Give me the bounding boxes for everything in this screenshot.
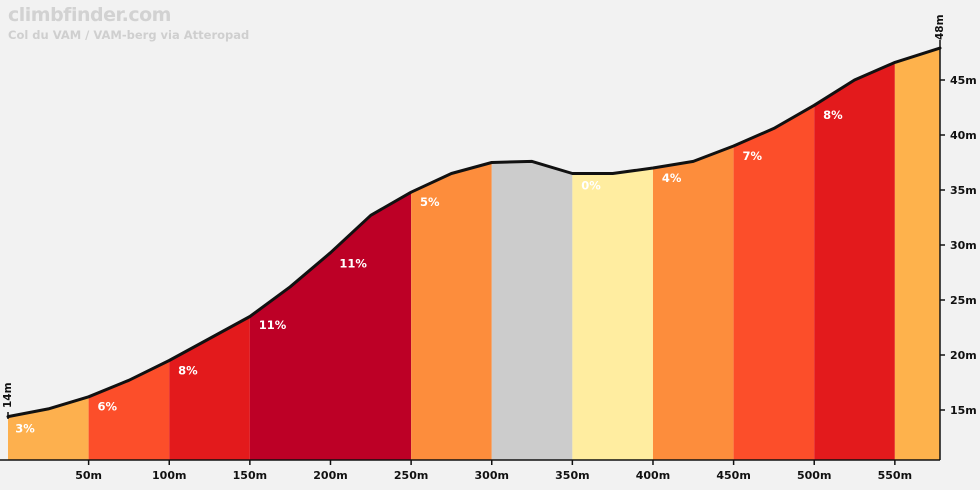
gradient-label: 3%: [15, 422, 35, 436]
x-tick-label: 350m: [555, 469, 589, 482]
end-elevation-label: 48m: [934, 14, 946, 40]
x-tick-label: 400m: [636, 469, 670, 482]
gradient-label: 11%: [339, 257, 367, 271]
x-tick-label: 150m: [233, 469, 267, 482]
gradient-segment-5: [411, 48, 492, 460]
x-tick-label: 200m: [313, 469, 347, 482]
x-tick-label: 550m: [878, 469, 912, 482]
y-tick-label: 15m: [950, 404, 977, 417]
y-tick-label: 25m: [950, 294, 977, 307]
gradient-label: 8%: [178, 363, 198, 377]
gradient-label: 5%: [420, 195, 440, 209]
gradient-label: 11%: [259, 318, 287, 332]
x-tick-label: 100m: [152, 469, 186, 482]
gradient-label: 4%: [662, 171, 682, 185]
gradient-label: 8%: [823, 108, 843, 122]
elevation-line: [6, 46, 942, 419]
gradient-segment-11: [894, 48, 940, 460]
x-tick-label: 450m: [716, 469, 750, 482]
y-tick-label: 40m: [950, 129, 977, 142]
gradient-segment-6: [491, 48, 573, 460]
gradient-segment-4: [249, 48, 412, 460]
chart-subtitle: Col du VAM / VAM-berg via Atteropad: [8, 28, 250, 42]
site-logo-text: climbfinder.com: [8, 4, 171, 26]
x-tick-label: 300m: [475, 469, 509, 482]
gradient-label: 7%: [742, 149, 762, 163]
gradient-segment-1: [8, 48, 89, 460]
gradient-label: 6%: [97, 400, 117, 414]
y-tick-label: 35m: [950, 184, 977, 197]
gradient-segment-9: [733, 48, 815, 460]
gradient-label: 0%: [581, 179, 601, 193]
x-tick-label: 50m: [75, 469, 102, 482]
y-tick-label: 45m: [950, 74, 977, 87]
gradient-segment-3: [169, 48, 250, 460]
gradient-segment-8: [652, 48, 734, 460]
y-tick-label: 20m: [950, 349, 977, 362]
start-elevation-label: 14m: [2, 382, 14, 408]
gradient-segment-7: [572, 48, 653, 460]
x-tick-label: 500m: [797, 469, 831, 482]
x-tick-label: 250m: [394, 469, 428, 482]
y-tick-label: 30m: [950, 239, 977, 252]
gradient-segment-10: [814, 48, 895, 460]
